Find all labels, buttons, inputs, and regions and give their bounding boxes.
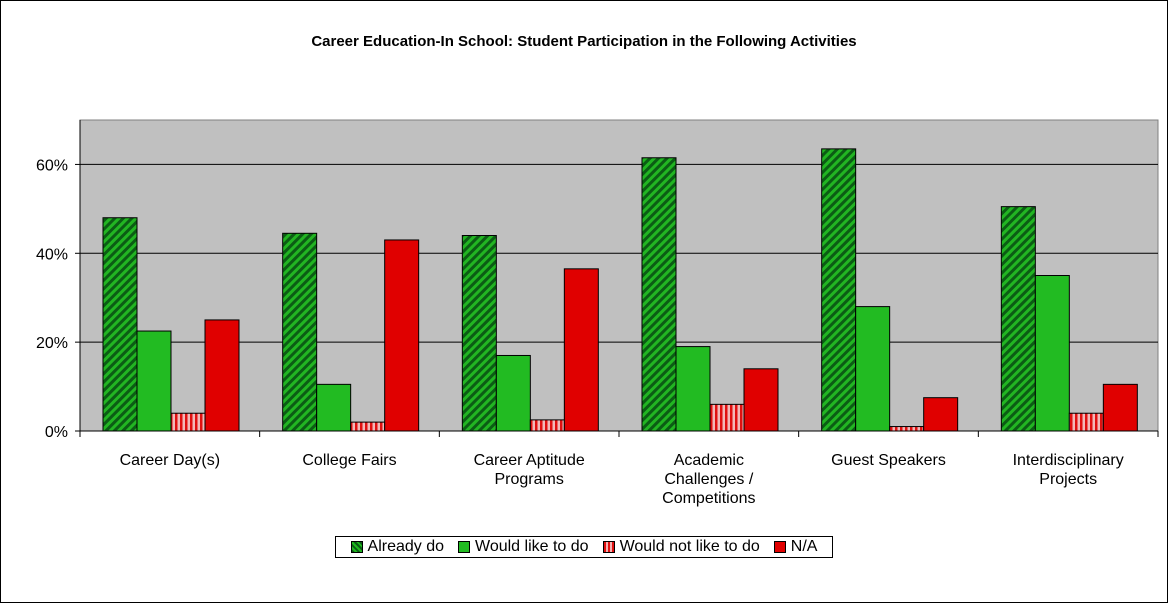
legend-label-would-like: Would like to do	[475, 538, 589, 555]
legend-label-would-not-like: Would not like to do	[619, 538, 760, 555]
bar-would-like-to-do	[675, 346, 711, 432]
bar-would-like-to-do	[495, 354, 531, 432]
bar-would-like-to-do	[1034, 275, 1070, 432]
bar-na	[923, 397, 959, 432]
legend-item-na: N/A	[773, 538, 818, 556]
bar-already-do	[641, 157, 677, 432]
bar-na	[1102, 383, 1138, 432]
bar-na	[563, 268, 599, 432]
legend-swatch-would-not-like	[602, 541, 615, 553]
y-tick-label: 40%	[36, 246, 68, 263]
plot-area	[79, 119, 1159, 432]
bar-series	[102, 148, 1138, 432]
legend-item-would-like: Would like to do	[458, 538, 589, 556]
y-tick-label: 20%	[36, 335, 68, 352]
legend-label-already-do: Already do	[367, 538, 445, 555]
bar-already-do	[282, 232, 318, 432]
legend-swatch-would-like	[458, 541, 471, 553]
bar-would-not-like-to-do	[889, 426, 925, 432]
legend-item-would-not-like: Would not like to do	[602, 538, 760, 556]
bar-would-not-like-to-do	[350, 421, 386, 432]
bar-na	[743, 368, 779, 432]
bar-would-like-to-do	[855, 306, 891, 432]
bar-na	[204, 319, 240, 432]
bar-already-do	[461, 235, 497, 432]
x-tick-label: College Fairs	[302, 452, 396, 469]
bar-would-not-like-to-do	[170, 412, 206, 432]
legend-item-already-do: Already do	[350, 538, 445, 556]
x-tick-label: Academic Challenges / Competitions	[662, 452, 755, 507]
x-tick-label: Interdisciplinary Projects	[1013, 452, 1124, 488]
bar-would-like-to-do	[136, 330, 172, 432]
gridlines	[80, 163, 1158, 343]
legend-swatch-already-do	[350, 541, 363, 553]
x-tick-label: Career Aptitude Programs	[474, 452, 585, 488]
x-tick-label: Guest Speakers	[831, 452, 946, 469]
x-tick-label: Career Day(s)	[120, 452, 220, 469]
y-tick-label: 60%	[36, 157, 68, 174]
bar-would-like-to-do	[316, 383, 352, 432]
bar-would-not-like-to-do	[709, 403, 745, 432]
bar-would-not-like-to-do	[1068, 412, 1104, 432]
axes: 0% 20% 40% 60% Career Day(s) College Fairs Car…	[36, 120, 1159, 507]
y-tick-label: 0%	[45, 424, 68, 441]
bar-na	[384, 239, 420, 432]
bar-already-do	[821, 148, 857, 432]
legend-swatch-na	[773, 541, 786, 553]
legend-label-na: N/A	[790, 538, 818, 555]
bar-already-do	[1000, 206, 1036, 432]
chart-title: Career Education-In School: Student Part…	[311, 33, 857, 50]
bar-already-do	[102, 217, 138, 432]
bar-would-not-like-to-do	[529, 419, 565, 432]
legend: Already do Would like to do Would not li…	[0, 536, 1168, 558]
